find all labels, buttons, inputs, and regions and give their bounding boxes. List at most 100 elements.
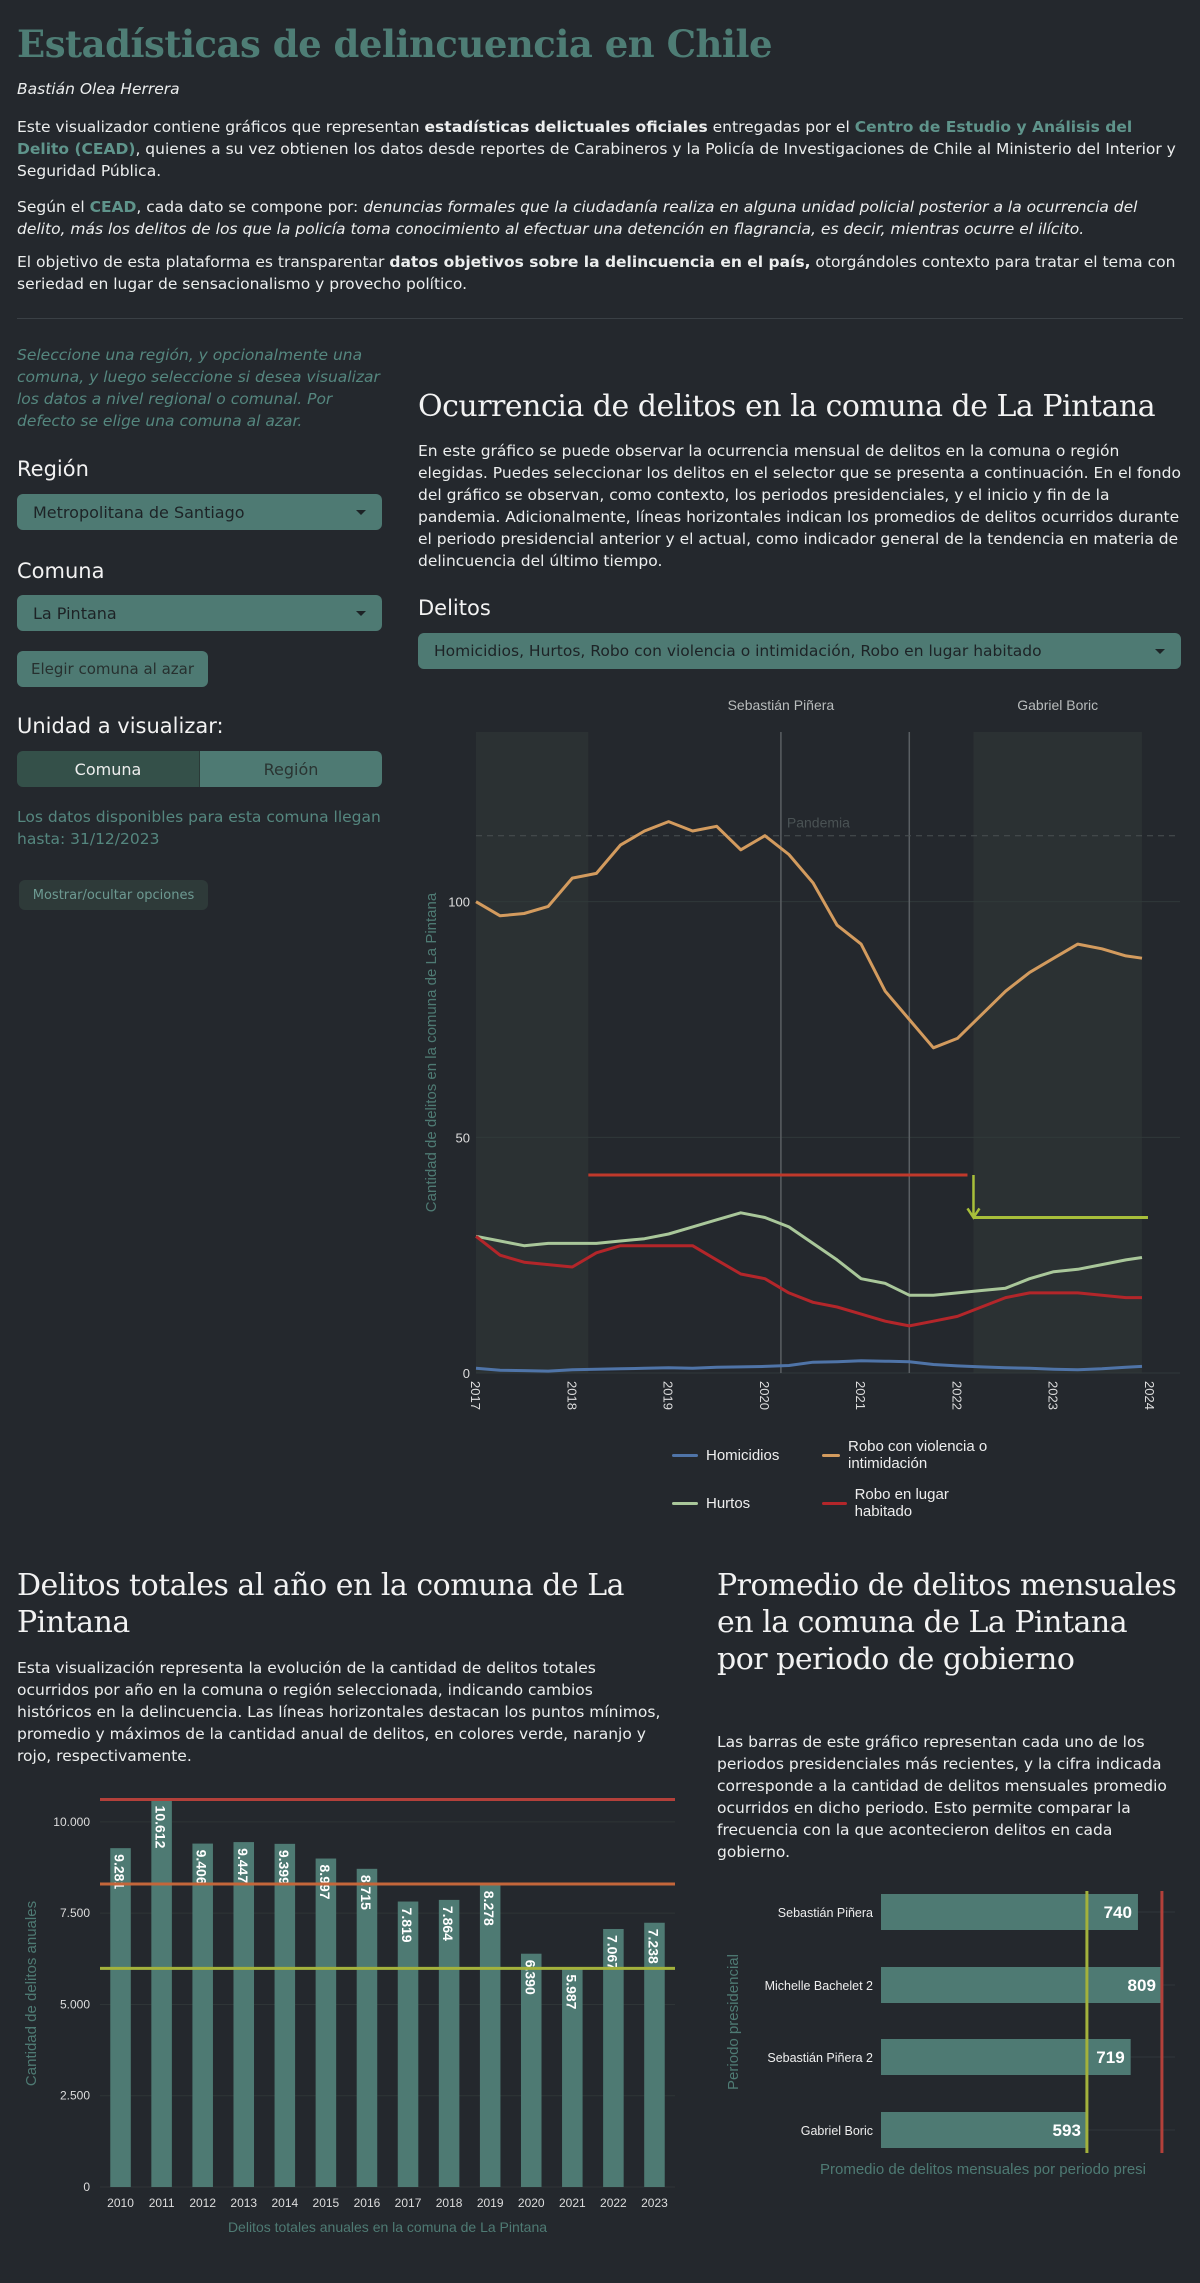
text: otorgándoles contexto para tratar el tem… [17, 253, 1176, 293]
bar-value-label: 719 [1096, 2048, 1124, 2067]
y-tick-label: 100 [448, 895, 470, 910]
line-chart: Sebastián Piñera Gabriel Boric 0 50 100 Pande… [423, 697, 1180, 1410]
cead-link[interactable]: Centro de Estudio y Análisis del Delito … [17, 118, 1133, 158]
legend-item[interactable]: Robo en lugar habitado [822, 1486, 1002, 1520]
bar [438, 1899, 460, 2187]
period-chart-title: Promedio de delitos mensuales en la comu… [717, 1568, 1177, 1677]
caret-down-icon [356, 509, 366, 515]
x-tick-label: 2022 [600, 2196, 627, 2210]
x-tick-label: 2017 [395, 2196, 422, 2210]
x-tick-label: 2018 [564, 1381, 579, 1410]
annual-chart-title: Delitos totales al año en la comuna de L… [17, 1568, 625, 1640]
legend-item[interactable]: Homicidios [672, 1438, 822, 1472]
bar-value-label: 8.997 [317, 1865, 333, 1900]
annual-bar-chart: 0 2.500 5.000 7.500 10.000 9.281 2010 10.612 201… [23, 1798, 675, 2235]
period-shade [973, 732, 1142, 1373]
line-chart-legend: Homicidios Robo con violencia o intimidac… [672, 1438, 1002, 1520]
x-tick-label: 2021 [559, 2196, 586, 2210]
series-line [475, 1235, 1142, 1328]
comuna-select[interactable]: La Pintana [17, 595, 382, 631]
bar-value-label: 8.715 [358, 1875, 374, 1910]
legend-item[interactable]: Robo con violencia o intimidación [822, 1438, 1002, 1472]
comuna-value: La Pintana [33, 603, 117, 623]
region-select[interactable]: Metropolitana de Santiago [17, 494, 382, 530]
legend-label: Robo con violencia o intimidación [847, 1438, 988, 1472]
bar-value-label: 740 [1104, 1903, 1132, 1922]
x-tick-label: 2017 [468, 1381, 483, 1410]
annual-chart-description: Esta visualización representa la evoluci… [17, 1659, 661, 1765]
y-tick-label: 0 [463, 1366, 470, 1381]
bar-value-label: 7.819 [399, 1908, 415, 1943]
legend-swatch [822, 1501, 847, 1505]
y-tick-label: 50 [456, 1130, 470, 1145]
bar [233, 1842, 255, 2187]
unit-option-region[interactable]: Región [200, 751, 382, 787]
text: Según el [17, 198, 90, 216]
bar [479, 1884, 501, 2187]
region-label: Región [17, 457, 89, 481]
series-line [475, 820, 1143, 1050]
comuna-label: Comuna [17, 559, 105, 583]
y-axis-title: Cantidad de delitos anuales [23, 1901, 40, 2086]
bar-value-label: 9.399 [276, 1850, 292, 1885]
legend-swatch [822, 1453, 840, 1457]
legend-label: Homicidios [706, 1446, 780, 1464]
x-tick-label: 2019 [661, 1381, 676, 1410]
bar [151, 1799, 172, 2187]
text-bold: datos objetivos sobre la delincuencia en… [389, 253, 811, 271]
text: Este visualizador contiene gráficos que … [17, 118, 425, 136]
bar [644, 1922, 665, 2187]
y-tick-label: Michelle Bachelet 2 [765, 1979, 873, 1993]
toggle-options-button[interactable]: Mostrar/ocultar opciones [19, 880, 208, 910]
bar [562, 1968, 583, 2187]
legend-item[interactable]: Hurtos [672, 1486, 822, 1520]
x-tick-label: 2011 [149, 2196, 175, 2210]
cead-link[interactable]: CEAD [89, 198, 137, 216]
delitos-select[interactable]: Homicidios, Hurtos, Robo con violencia o… [418, 633, 1181, 669]
bar-value-label: 5.987 [563, 1974, 579, 2009]
sidebar-intro: Seleccione una región, y opcionalmente u… [17, 346, 380, 430]
bar-value-label: 7.238 [645, 1929, 661, 1964]
line-chart-description: En este gráfico se puede observar la ocu… [418, 442, 1181, 570]
bar [274, 1843, 296, 2187]
legend-swatch [672, 1453, 698, 1457]
bar [881, 1967, 1162, 2003]
text: El objetivo de esta plataforma es transp… [17, 253, 390, 271]
pandemic-label: Pandemia [787, 815, 850, 831]
y-tick-label: Sebastián Piñera 2 [767, 2051, 873, 2065]
caret-down-icon [1155, 648, 1165, 654]
bar [881, 1894, 1138, 1930]
series-line [475, 1211, 1143, 1297]
bar [881, 2039, 1131, 2075]
x-tick-label: 2020 [757, 1381, 772, 1410]
y-tick-label: 2.500 [60, 2089, 90, 2103]
text-italic: denuncias formales que la ciudadanía rea… [17, 198, 1138, 238]
random-comuna-button[interactable]: Elegir comuna al azar [17, 651, 208, 687]
caret-down-icon [356, 610, 366, 616]
intro-paragraph-3: El objetivo de esta plataforma es transp… [17, 251, 1183, 295]
intro-paragraph-2: Según el CEAD, cada dato se compone por:… [17, 196, 1183, 240]
bar-value-label: 9.406 [194, 1850, 210, 1885]
text-bold: estadísticas delictuales oficiales [424, 118, 708, 136]
legend-label: Robo en lugar habitado [854, 1486, 949, 1520]
bar [881, 2112, 1087, 2148]
legend-swatch [672, 1501, 698, 1505]
bar [315, 1858, 337, 2187]
trend-arrow-icon [966, 1175, 981, 1220]
period-chart-description: Las barras de este gráfico representan c… [717, 1733, 1167, 1861]
unit-toggle: Comuna Región [17, 751, 382, 787]
series-line [475, 1359, 1143, 1373]
bar-value-label: 7.864 [440, 1906, 456, 1941]
x-tick-label: 2010 [107, 2196, 134, 2210]
x-tick-label: 2014 [271, 2196, 298, 2210]
x-tick-label: 2015 [313, 2196, 340, 2210]
x-tick-label: 2021 [853, 1381, 868, 1410]
x-axis-title: Delitos totales anuales en la comuna de … [228, 2219, 547, 2235]
availability-text: Los datos disponibles para esta comuna l… [17, 808, 381, 848]
unit-option-comuna[interactable]: Comuna [17, 751, 200, 787]
bar-value-label: 809 [1128, 1976, 1156, 1995]
y-tick-label: Gabriel Boric [801, 2124, 873, 2138]
x-tick-label: 2016 [354, 2196, 381, 2210]
x-tick-label: 2013 [230, 2196, 257, 2210]
y-tick-label: 5.000 [60, 1997, 90, 2011]
